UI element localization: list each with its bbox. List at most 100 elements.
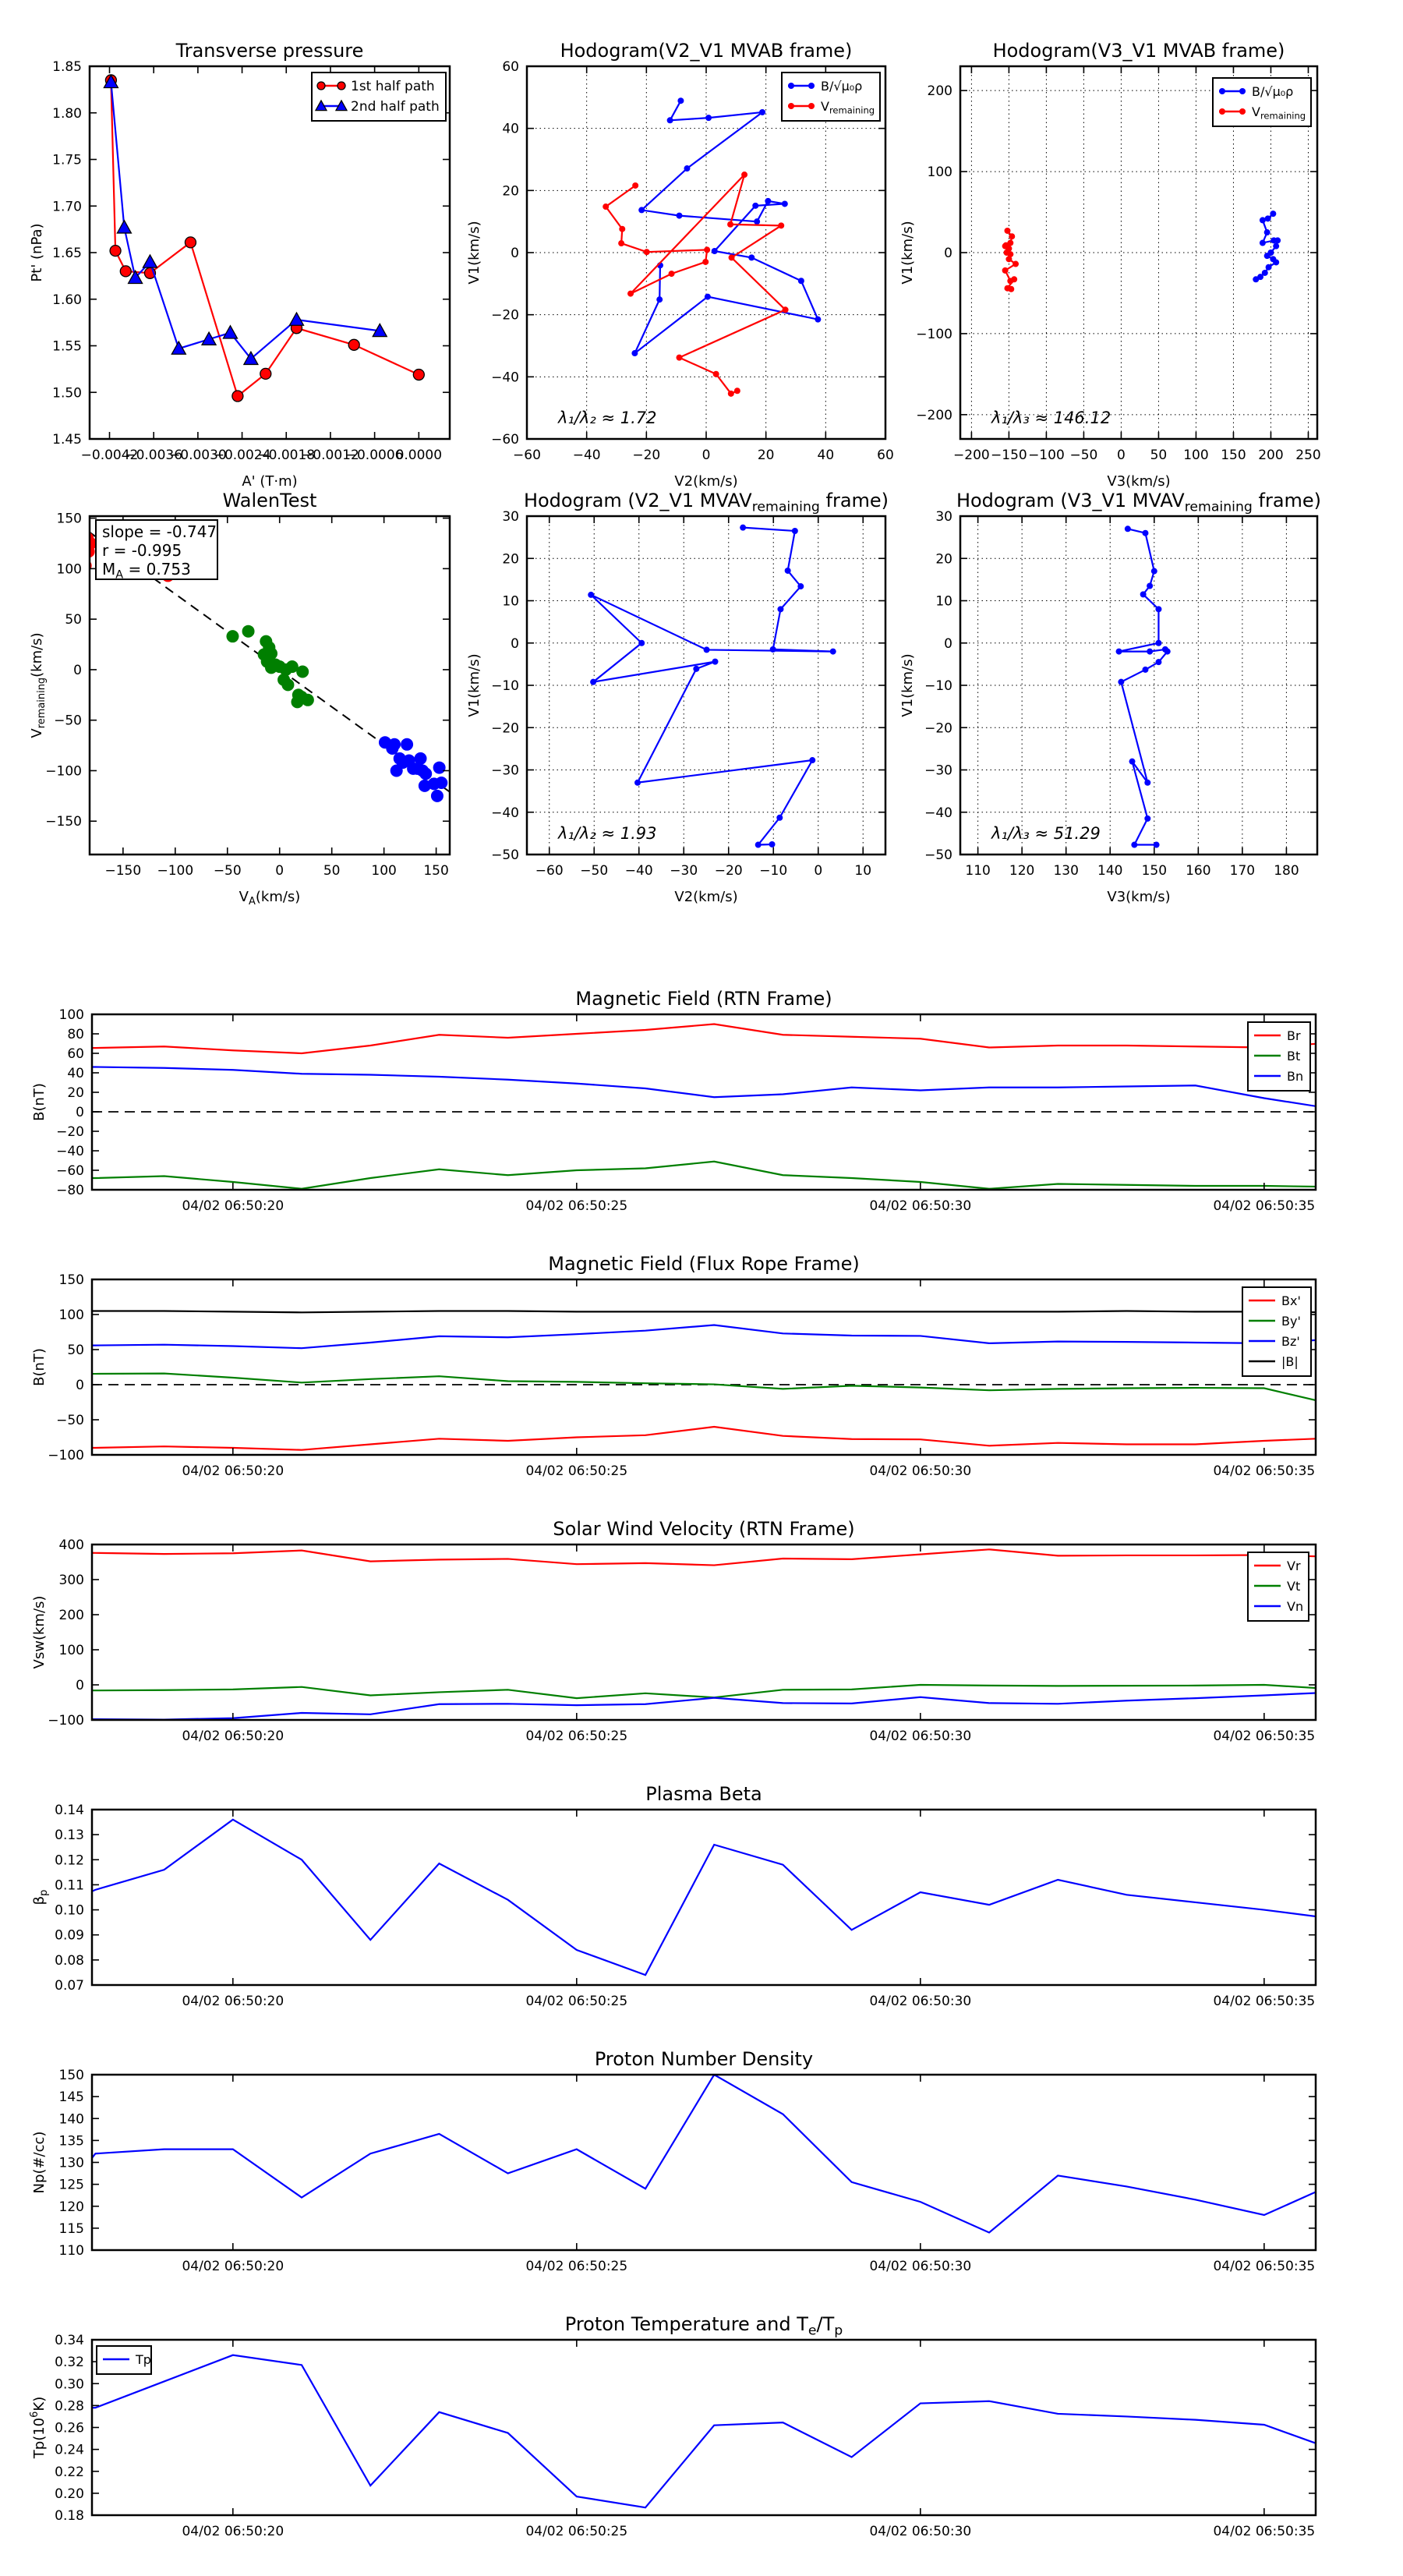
scatter-point-last-interval	[433, 761, 446, 774]
x-tick-label: 60	[877, 448, 894, 463]
data-marker	[638, 639, 645, 646]
data-marker	[1129, 758, 1136, 765]
x-tick-label: 150	[1142, 863, 1167, 879]
y-tick-label: 0.09	[55, 1928, 84, 1944]
x-tick-label: 0.0000	[396, 448, 442, 463]
x-tick-label: 04/02 06:50:20	[182, 2259, 284, 2274]
data-marker	[1140, 591, 1147, 598]
data-marker	[1008, 285, 1015, 292]
data-marker	[632, 182, 639, 189]
y-tick-label: 1.45	[52, 432, 82, 448]
x-axis-label: V3(km/s)	[1107, 473, 1170, 490]
data-marker	[704, 293, 711, 300]
series-path	[1119, 528, 1169, 846]
y-tick-label: 10	[935, 594, 952, 610]
series-Vr	[92, 1548, 1316, 1566]
scatter-point-middle-interval	[226, 630, 239, 643]
data-marker	[754, 218, 761, 225]
y-tick-label: 20	[502, 183, 519, 199]
y-tick-label: 145	[59, 2089, 84, 2105]
data-marker	[619, 225, 626, 232]
y-axis-label: Vremaining(km/s)	[29, 632, 48, 738]
data-marker	[693, 665, 700, 672]
y-axis-label: B(nT)	[31, 1083, 48, 1121]
y-tick-label: 300	[59, 1573, 84, 1588]
chart-title: Hodogram(V3_V1 MVAB frame)	[993, 40, 1285, 62]
y-axis-label: Np(#/cc)	[31, 2132, 48, 2194]
x-tick-label: 04/02 06:50:25	[525, 2524, 627, 2539]
axes-frame	[90, 2338, 1317, 2517]
x-tick-label: 04/02 06:50:20	[182, 1729, 284, 1744]
series-Bn	[92, 1066, 1316, 1107]
data-marker	[588, 591, 595, 598]
y-tick-label: 1.70	[52, 199, 82, 214]
y-axis-label: B(nT)	[31, 1348, 48, 1386]
series-|B|	[92, 1310, 1316, 1314]
legend-label: Bz'	[1281, 1334, 1300, 1349]
x-tick-label: 50	[323, 863, 341, 879]
data-marker	[727, 221, 734, 228]
data-marker	[765, 197, 772, 204]
y-tick-label: 20	[67, 1085, 84, 1101]
y-tick-label: 1.65	[52, 246, 82, 261]
y-tick-label: −100	[48, 1713, 84, 1729]
y-tick-label: 100	[57, 561, 82, 577]
x-tick-label: 04/02 06:50:30	[869, 1994, 971, 2009]
legend-label: Bx'	[1281, 1293, 1301, 1308]
y-axis-label: Tp(106K)	[29, 2397, 48, 2459]
data-marker	[1142, 666, 1149, 673]
y-axis-label: Vsw(km/s)	[31, 1596, 48, 1669]
y-tick-label: 115	[59, 2221, 84, 2237]
y-tick-label: −40	[924, 805, 952, 821]
data-marker	[778, 222, 785, 229]
chart-title: Plasma Beta	[645, 1783, 762, 1805]
y-tick-label: 30	[502, 509, 519, 525]
y-tick-label: 0	[944, 636, 952, 652]
x-tick-label: 04/02 06:50:35	[1213, 2259, 1315, 2274]
y-tick-label: 0	[511, 246, 519, 261]
y-tick-label: 1.50	[52, 385, 82, 401]
data-marker	[288, 311, 305, 326]
x-tick-label: 04/02 06:50:35	[1213, 1994, 1315, 2009]
y-tick-label: 0	[73, 663, 82, 678]
x-axis-label: A' (T·m)	[242, 473, 297, 490]
data-marker	[781, 200, 788, 207]
y-tick-label: 50	[65, 612, 82, 628]
series-Bx'	[92, 1425, 1316, 1451]
y-tick-label: −100	[45, 763, 82, 779]
legend-label: 2nd half path	[351, 99, 440, 115]
data-marker	[809, 757, 816, 764]
x-tick-label: 04/02 06:50:35	[1213, 1463, 1315, 1479]
data-marker	[676, 212, 683, 219]
y-tick-label: 0.26	[55, 2421, 84, 2436]
stats-line: r = -0.995	[102, 541, 182, 560]
legend-label: Vr	[1287, 1559, 1301, 1573]
data-marker	[412, 368, 425, 381]
axes-frame	[88, 515, 451, 856]
lambda-ratio-annotation: λ₁/λ₂ ≈ 1.93	[557, 824, 656, 843]
x-tick-label: 04/02 06:50:35	[1213, 1729, 1315, 1744]
y-tick-label: 0.18	[55, 2508, 84, 2524]
x-tick-label: −0.0012	[302, 448, 359, 463]
x-tick-label: 04/02 06:50:20	[182, 1994, 284, 2009]
series-path	[604, 174, 787, 395]
y-tick-label: 150	[59, 2068, 84, 2083]
data-marker	[1115, 648, 1122, 655]
y-tick-label: 150	[59, 1272, 84, 1288]
scatter-point-middle-interval	[296, 665, 309, 678]
data-marker	[337, 81, 346, 90]
panel-hodogram-v2v1-mvab: −60 −40 −20 0 20 40 60 −60 −40 −20 0 20 40 60 Hodogram…	[466, 40, 894, 490]
data-marker	[116, 219, 133, 234]
y-tick-label: −40	[56, 1144, 84, 1159]
x-tick-label: 40	[818, 448, 835, 463]
y-tick-label: 1.75	[52, 153, 82, 168]
y-tick-label: 0.20	[55, 2486, 84, 2502]
scatter-point-last-interval	[414, 752, 427, 765]
data-marker	[1265, 264, 1272, 271]
x-tick-label: 120	[1009, 863, 1034, 879]
panel-walen-test: −150 −100 −50 0 50 100 150 −150 −100 −50 0 50 100 150…	[29, 490, 451, 908]
y-tick-label: 20	[502, 551, 519, 567]
scatter-point-last-interval	[435, 777, 448, 790]
panel-transverse-pressure: −0.0042−0.0036−0.0030−0.0024−0.0018−0.00…	[29, 40, 451, 490]
data-marker	[1263, 253, 1270, 260]
